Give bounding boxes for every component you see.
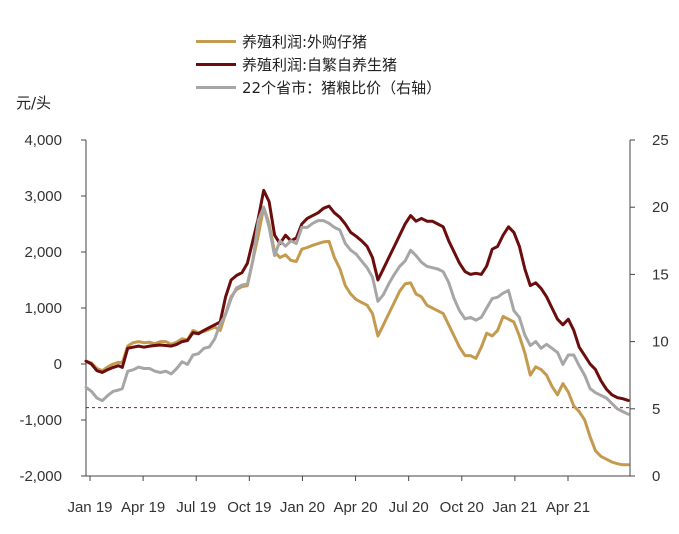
legend-label-purchased-piglet: 养殖利润:外购仔猪 (242, 33, 368, 51)
y-left-tick-label: -2,000 (19, 468, 62, 485)
legend-item-hog-grain-ratio: 22个省市：猪粮比价（右轴） (196, 76, 441, 99)
legend-swatch-self-bred (196, 63, 236, 66)
y-right-tick-label: 10 (652, 334, 669, 351)
x-tick-label: Oct 20 (440, 499, 484, 516)
x-tick-label: Jul 19 (176, 499, 216, 516)
legend: 养殖利润:外购仔猪 养殖利润:自繁自养生猪 22个省市：猪粮比价（右轴） (196, 30, 441, 99)
x-tick-label: Jul 20 (389, 499, 429, 516)
legend-item-purchased-piglet: 养殖利润:外购仔猪 (196, 30, 441, 53)
y-left-tick-label: 3,000 (24, 188, 62, 205)
y-left-tick-label: 0 (54, 356, 62, 373)
y-right-tick-label: 20 (652, 199, 669, 216)
legend-swatch-purchased-piglet (196, 40, 236, 43)
legend-label-hog-grain-ratio: 22个省市：猪粮比价（右轴） (242, 79, 442, 97)
y-left-tick-label: 1,000 (24, 300, 62, 317)
legend-label-self-bred: 养殖利润:自繁自养生猪 (242, 56, 398, 74)
series-line-purchased-piglet (84, 205, 630, 467)
series-line-hog-grain-ratio (84, 205, 630, 416)
x-tick-label: Jan 19 (67, 499, 112, 516)
x-tick-label: Oct 19 (227, 499, 271, 516)
y-left-tick-label: 2,000 (24, 244, 62, 261)
x-tick-label: Apr 20 (333, 499, 377, 516)
y-left-tick-label: -1,000 (19, 412, 62, 429)
legend-item-self-bred: 养殖利润:自繁自养生猪 (196, 53, 441, 76)
legend-swatch-hog-grain-ratio (196, 86, 236, 89)
x-tick-label: Jan 20 (280, 499, 325, 516)
series-line-self-bred (84, 188, 630, 402)
y-right-tick-label: 25 (652, 132, 669, 149)
x-tick-label: Jan 21 (492, 499, 537, 516)
y-right-tick-label: 15 (652, 266, 669, 283)
y-right-tick-label: 5 (652, 401, 660, 418)
y-left-unit-label: 元/头 (16, 94, 52, 112)
x-tick-label: Apr 21 (546, 499, 590, 516)
y-right-tick-label: 0 (652, 468, 660, 485)
x-tick-label: Apr 19 (121, 499, 165, 516)
y-left-tick-label: 4,000 (24, 132, 62, 149)
